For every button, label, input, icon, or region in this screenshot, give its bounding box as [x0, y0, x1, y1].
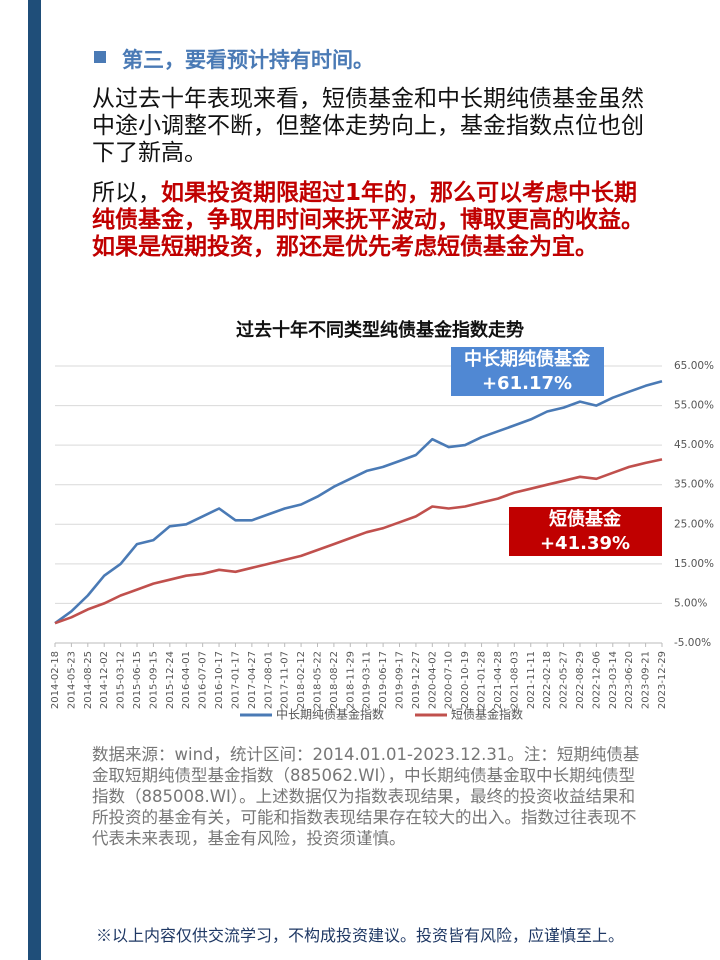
- annotation-name: 中长期纯债基金: [464, 348, 591, 370]
- x-tick-label: 2023-03-14: [608, 651, 619, 709]
- x-tick-label: 2019-03-11: [362, 651, 373, 709]
- y-tick-label: 5.00%: [674, 597, 707, 609]
- y-tick-label: 25.00%: [674, 518, 714, 530]
- x-tick-label: 2020-04-02: [427, 651, 438, 709]
- x-tick-label: 2023-12-29: [657, 651, 668, 709]
- y-tick-label: 35.00%: [674, 479, 714, 491]
- x-tick-label: 2015-09-15: [148, 651, 159, 709]
- x-tick-label: 2016-10-17: [214, 651, 225, 709]
- annotation-name: 短债基金: [549, 508, 622, 530]
- x-tick-label: 2020-10-19: [460, 651, 471, 709]
- x-tick-label: 2017-01-17: [230, 651, 241, 709]
- y-tick-label: 65.00%: [674, 360, 714, 372]
- x-tick-label: 2015-12-24: [165, 651, 176, 709]
- x-tick-label: 2021-08-03: [509, 651, 520, 709]
- conclusion: 所以，如果投资期限超过1年的，那么可以考虑中长期纯债基金，争取用时间来抚平波动，…: [92, 180, 652, 261]
- annotation-change: +41.39%: [540, 533, 630, 554]
- y-tick-label: 55.00%: [674, 400, 714, 412]
- x-tick-label: 2018-08-22: [329, 651, 340, 709]
- x-tick-label: 2023-09-21: [641, 651, 652, 709]
- x-tick-label: 2016-07-07: [198, 651, 209, 709]
- y-tick-label: -5.00%: [674, 637, 711, 649]
- x-tick-label: 2019-12-27: [411, 651, 422, 709]
- x-tick-label: 2020-07-10: [444, 651, 455, 709]
- legend-label: 中长期纯债基金指数: [276, 707, 384, 722]
- x-tick-label: 2016-04-01: [181, 651, 192, 709]
- side-bar: [28, 0, 41, 960]
- bullet: [94, 51, 106, 63]
- x-tick-label: 2019-09-17: [395, 651, 406, 709]
- x-tick-label: 2018-11-29: [345, 651, 356, 709]
- x-tick-label: 2023-06-20: [624, 651, 635, 709]
- x-tick-label: 2018-05-22: [312, 651, 323, 709]
- series-line: [54, 458, 663, 625]
- paragraph: 从过去十年表现来看，短债基金和中长期纯债基金虽然中途小调整不断，但整体走势向上，…: [92, 86, 644, 166]
- x-tick-label: 2015-03-12: [116, 651, 127, 709]
- x-tick-label: 2014-02-18: [50, 651, 61, 709]
- chart: 过去十年不同类型纯债基金指数走势 -5.00% 5.00% 15.00% 25.00%…: [50, 319, 714, 722]
- footer: ※以上内容仅供交流学习，不构成投资建议。投资皆有风险，应谨慎至上。: [95, 926, 624, 945]
- x-tick-label: 2017-04-27: [247, 651, 258, 709]
- x-tick-label: 2014-05-23: [66, 651, 77, 709]
- x-tick-label: 2022-02-18: [542, 651, 553, 709]
- annotation-box: [509, 507, 662, 556]
- annotation-box: [451, 347, 604, 396]
- x-tick-label: 2014-08-25: [83, 651, 94, 709]
- x-tick-label: 2022-12-06: [591, 651, 602, 709]
- series-line: [54, 379, 663, 625]
- x-tick-label: 2022-05-27: [559, 651, 570, 709]
- y-tick-label: 45.00%: [674, 439, 714, 451]
- x-tick-label: 2019-06-17: [378, 651, 389, 709]
- chart-title: 过去十年不同类型纯债基金指数走势: [236, 319, 524, 341]
- annotation-change: +61.17%: [482, 373, 572, 394]
- x-tick-label: 2014-12-02: [99, 651, 110, 709]
- x-tick-label: 2021-01-28: [477, 651, 488, 709]
- x-tick-label: 2018-02-12: [296, 651, 307, 709]
- y-tick-label: 15.00%: [674, 558, 714, 570]
- note: 数据来源：wind，统计区间：2014.01.01-2023.12.31。注：短…: [92, 745, 640, 848]
- x-tick-label: 2015-06-15: [132, 651, 143, 709]
- conclusion-highlight: 如果投资期限超过1年的，那么可以考虑中长期纯债基金，争取用时间来抚平波动，博取更…: [92, 180, 644, 260]
- heading: 第三，要看预计持有时间。: [122, 48, 374, 72]
- x-tick-label: 2017-11-07: [280, 651, 291, 709]
- x-tick-label: 2017-08-01: [263, 651, 274, 709]
- x-tick-label: 2021-04-28: [493, 651, 504, 709]
- x-tick-label: 2021-11-11: [526, 651, 537, 709]
- x-tick-label: 2022-08-29: [575, 651, 586, 709]
- legend-label: 短债基金指数: [451, 707, 523, 722]
- conclusion-lead: 所以，: [92, 180, 161, 206]
